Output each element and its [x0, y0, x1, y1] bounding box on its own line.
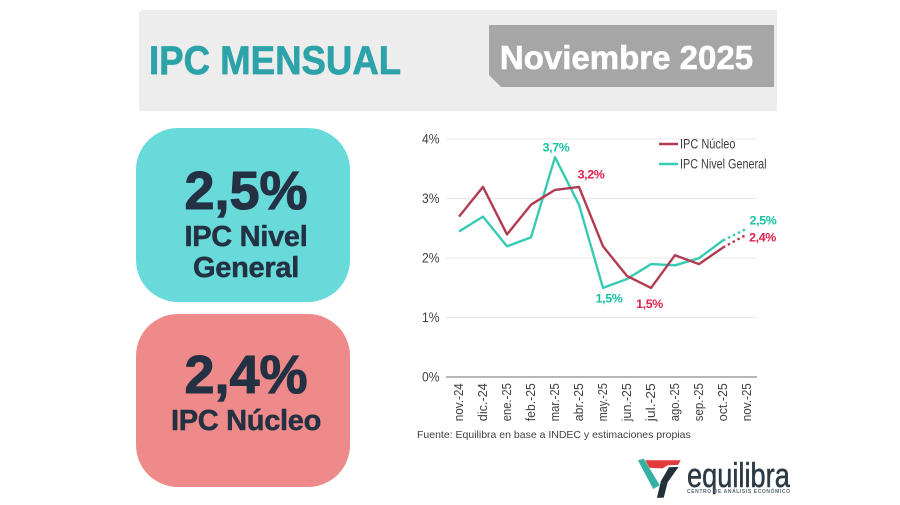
svg-text:3,7%: 3,7% — [543, 141, 570, 155]
svg-text:0%: 0% — [422, 370, 440, 385]
svg-text:mar.-25: mar.-25 — [547, 383, 562, 421]
svg-text:jul.-25: jul.-25 — [643, 383, 658, 422]
svg-text:IPC Núcleo: IPC Núcleo — [680, 137, 736, 152]
svg-text:oct.-25: oct.-25 — [715, 383, 730, 421]
svg-text:abr.-25: abr.-25 — [571, 383, 586, 421]
svg-text:ago.-25: ago.-25 — [667, 383, 682, 421]
svg-text:sep.-25: sep.-25 — [691, 383, 706, 421]
svg-text:nov.-25: nov.-25 — [739, 383, 754, 421]
svg-text:4%: 4% — [422, 132, 440, 147]
svg-text:jun.-25: jun.-25 — [619, 383, 634, 422]
svg-text:1,5%: 1,5% — [596, 291, 623, 305]
svg-text:nov.-24: nov.-24 — [451, 383, 466, 421]
svg-text:IPC Nivel General: IPC Nivel General — [680, 157, 767, 172]
svg-text:may.-25: may.-25 — [595, 383, 610, 421]
svg-text:ene.-25: ene.-25 — [499, 383, 514, 421]
svg-text:3,2%: 3,2% — [578, 168, 605, 182]
svg-text:2,4%: 2,4% — [749, 231, 776, 245]
svg-text:2%: 2% — [422, 251, 440, 266]
svg-text:2,5%: 2,5% — [750, 213, 777, 227]
svg-text:3%: 3% — [422, 191, 440, 206]
svg-text:1,5%: 1,5% — [636, 297, 663, 311]
svg-text:feb.-25: feb.-25 — [523, 383, 538, 421]
svg-text:dic.-24: dic.-24 — [475, 383, 490, 421]
svg-text:1%: 1% — [422, 310, 440, 325]
